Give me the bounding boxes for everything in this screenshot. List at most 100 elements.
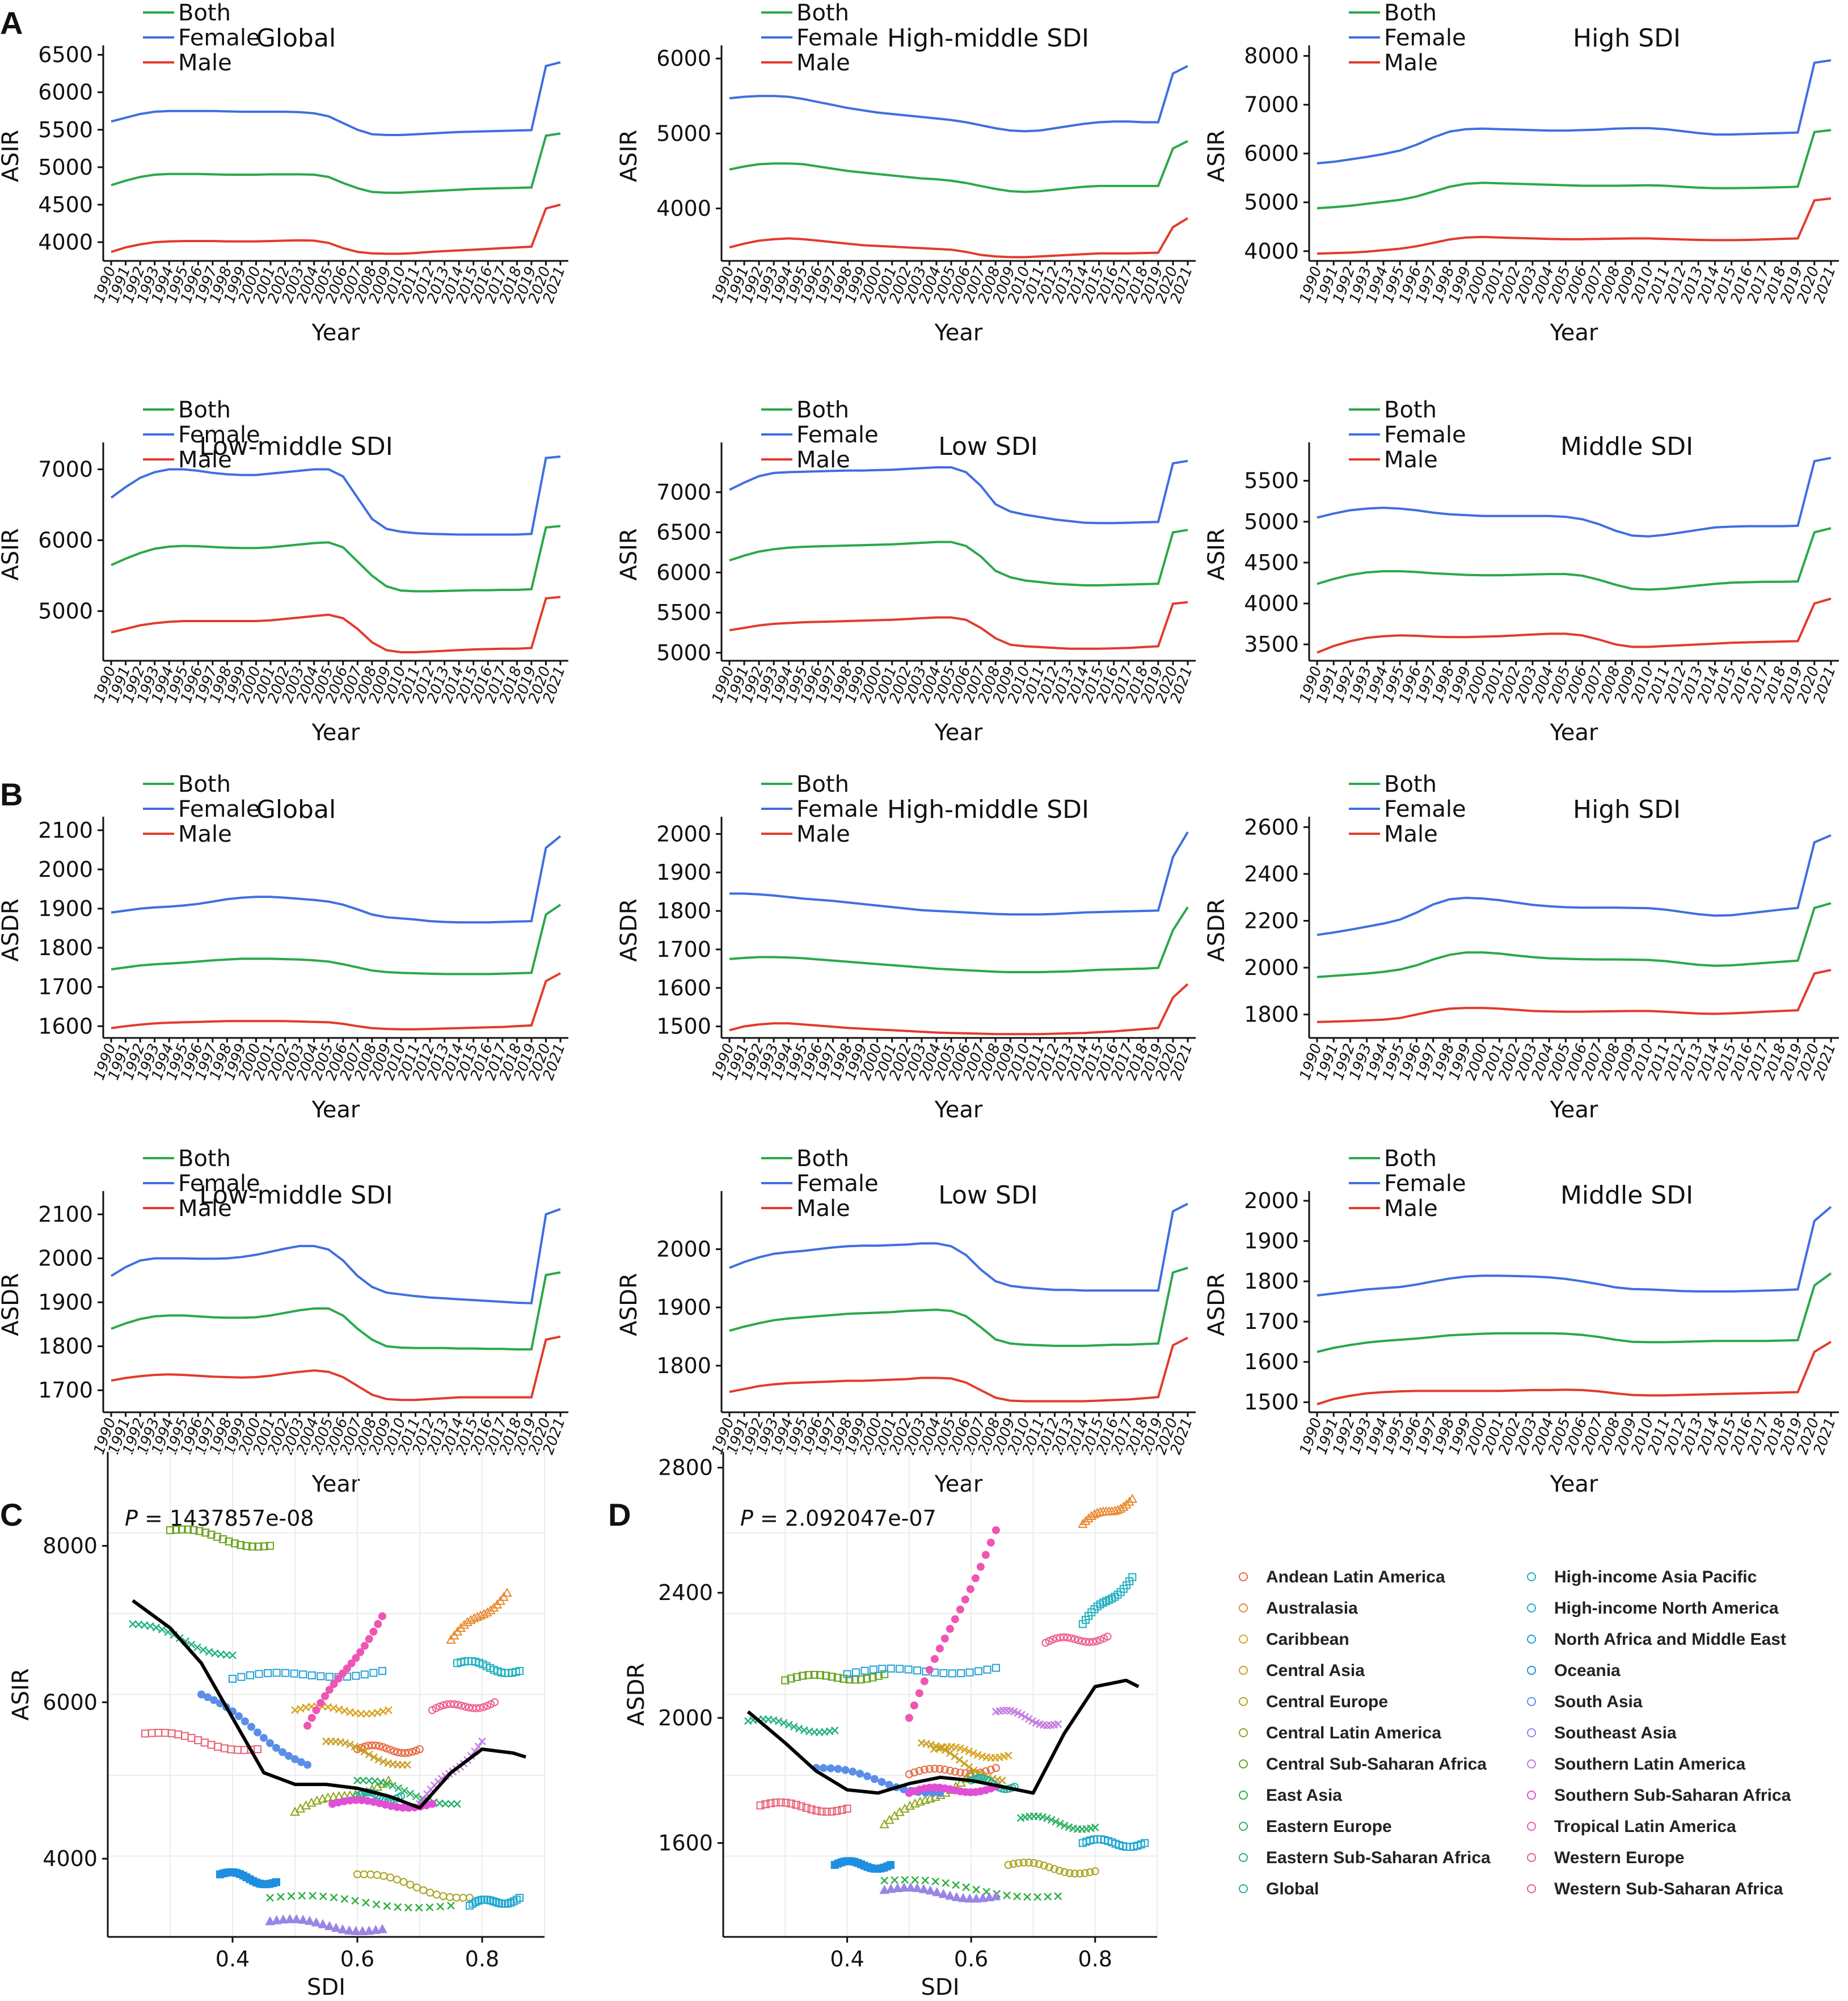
legend-region-label: Southern Latin America <box>1554 1755 1746 1774</box>
data-point <box>234 1746 242 1754</box>
legend-label: Both <box>1384 0 1437 26</box>
x-axis-label: Year <box>311 1471 360 1497</box>
data-point <box>957 1669 965 1678</box>
line-panel-7: 1600170018001900200021001990199119921993… <box>0 771 569 1123</box>
data-point <box>377 1924 387 1934</box>
data-point <box>309 1892 317 1900</box>
legend-label: Female <box>178 422 260 448</box>
data-point <box>1033 1893 1042 1901</box>
data-point <box>910 1701 918 1709</box>
series-line-female <box>1317 457 1832 538</box>
scatter-group <box>1078 1493 1137 1528</box>
data-point <box>281 1669 290 1677</box>
legend-label: Both <box>796 397 849 423</box>
y-tick-label: 6000 <box>656 46 711 71</box>
panel-title: Global <box>256 24 336 53</box>
legend-region-label: Southeast Asia <box>1554 1724 1677 1742</box>
data-point <box>446 1893 454 1901</box>
panel-title: Middle SDI <box>1560 1181 1693 1210</box>
y-axis-label: ASIR <box>1204 130 1230 182</box>
scatter-group <box>229 1667 386 1683</box>
data-point <box>344 1925 355 1935</box>
data-point <box>360 1870 368 1878</box>
series-line-both <box>729 140 1188 193</box>
series-line-male <box>111 203 561 255</box>
panel-title: Low SDI <box>938 432 1037 461</box>
data-point <box>931 1877 940 1886</box>
y-tick-label: 1800 <box>656 1353 711 1378</box>
data-point <box>311 1917 322 1927</box>
data-point <box>436 1902 445 1911</box>
panel-letter-c: C <box>0 1497 23 1533</box>
legend-label: Both <box>1384 1146 1437 1172</box>
y-tick-label: 2000 <box>656 821 711 846</box>
series-line-male <box>729 601 1188 650</box>
legend-marker <box>1527 1603 1536 1612</box>
line-panel-5: 5000550060006500700019901991199219931994… <box>616 397 1196 746</box>
data-point <box>272 1744 280 1752</box>
legend-region-label: Oceania <box>1554 1661 1621 1680</box>
data-point <box>502 1588 512 1597</box>
data-point <box>330 1704 337 1712</box>
data-point <box>141 1729 149 1738</box>
data-point <box>272 1669 281 1677</box>
legend-region-label: Central Sub-Saharan Africa <box>1266 1755 1487 1774</box>
y-axis-label: ASIR <box>0 130 24 182</box>
series-line-both <box>111 525 561 593</box>
panel-title: Low-middle SDI <box>199 1181 393 1210</box>
legend-marker <box>1527 1853 1536 1862</box>
data-point <box>207 1741 216 1749</box>
data-point <box>214 1742 222 1751</box>
data-point <box>834 1764 842 1773</box>
scatter-group <box>1078 1573 1137 1628</box>
series-line-male <box>1317 1340 1832 1405</box>
data-point <box>379 1707 387 1716</box>
data-point <box>158 1626 166 1633</box>
y-tick-label: 6000 <box>43 1690 98 1715</box>
y-tick-label: 2400 <box>658 1580 713 1605</box>
legend-label: Male <box>796 447 850 473</box>
y-tick-label: 2400 <box>1244 862 1299 886</box>
series-line-male <box>1317 197 1832 255</box>
y-tick-label: 1800 <box>656 898 711 923</box>
data-point <box>955 1756 964 1764</box>
y-tick-label: 1800 <box>1244 1002 1299 1027</box>
legend-marker <box>1239 1572 1248 1581</box>
x-tick-label: 0.6 <box>340 1947 374 1972</box>
legend-region-label: Tropical Latin America <box>1554 1817 1736 1836</box>
legend-marker <box>1527 1759 1536 1768</box>
data-point <box>915 1689 923 1698</box>
legend-region-label: Southern Sub-Saharan Africa <box>1554 1786 1791 1805</box>
y-tick-label: 1700 <box>1244 1309 1299 1334</box>
legend-marker <box>1239 1603 1248 1612</box>
y-tick-label: 1600 <box>656 976 711 1001</box>
data-point <box>393 1875 401 1884</box>
scatter-group <box>291 1702 393 1718</box>
scatter-group <box>756 1798 851 1816</box>
data-point <box>307 1713 316 1722</box>
data-point <box>291 1914 302 1923</box>
data-point <box>1054 1892 1062 1901</box>
data-point <box>951 1615 959 1623</box>
y-tick-label: 2000 <box>38 857 93 882</box>
data-point <box>819 1764 828 1772</box>
legend-region-label: Central Asia <box>1266 1661 1365 1680</box>
x-axis-label: SDI <box>921 1974 960 2000</box>
data-point <box>374 1620 382 1628</box>
series-line-both <box>1317 527 1832 591</box>
y-tick-label: 5000 <box>1244 190 1299 215</box>
y-tick-label: 2000 <box>38 1246 93 1271</box>
data-point <box>453 1800 461 1808</box>
data-point <box>972 1885 981 1894</box>
data-point <box>406 1880 415 1889</box>
data-point <box>211 1649 219 1657</box>
legend-region-label: Eastern Sub-Saharan Africa <box>1266 1848 1491 1867</box>
data-point <box>961 1595 969 1604</box>
legend-label: Male <box>796 1196 850 1222</box>
data-point <box>180 1732 189 1740</box>
legend-label: Male <box>1384 821 1438 847</box>
data-point <box>321 1692 330 1700</box>
y-tick-label: 5500 <box>656 600 711 625</box>
data-point <box>938 1889 948 1898</box>
legend-region-label: East Asia <box>1266 1786 1342 1805</box>
